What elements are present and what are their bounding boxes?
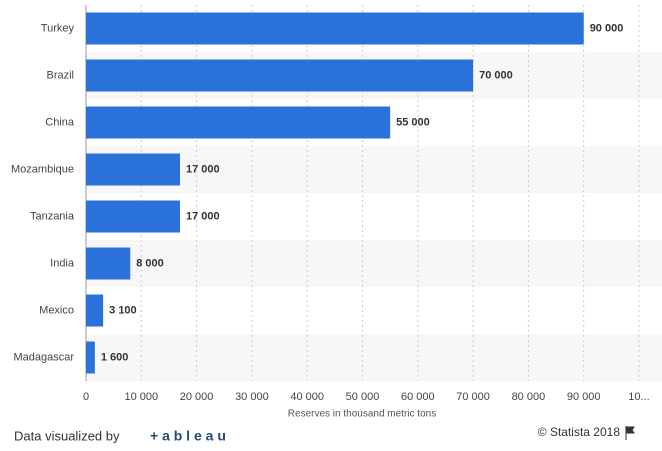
bar <box>86 294 104 327</box>
bar <box>86 200 181 233</box>
bar <box>86 247 131 280</box>
y-tick-label: Mexico <box>39 304 74 316</box>
bar <box>86 341 95 374</box>
x-tick-label: 20 000 <box>180 391 214 403</box>
bar <box>86 59 474 92</box>
y-tick-label: Tanzania <box>30 210 75 222</box>
y-tick-label: Brazil <box>46 69 74 81</box>
data-label: 8 000 <box>136 257 164 269</box>
x-tick-label: 90 000 <box>567 391 601 403</box>
source[interactable]: © Statista 2018 <box>538 425 621 439</box>
y-tick-label: Madagascar <box>13 351 74 363</box>
x-tick-label: 10... <box>628 391 649 403</box>
row-stripe <box>86 240 662 287</box>
flag-icon <box>625 426 635 440</box>
x-axis-label: Reserves in thousand metric tons <box>288 409 436 420</box>
row-stripe <box>86 334 662 381</box>
y-tick-label: Mozambique <box>11 163 74 175</box>
y-tick-label: China <box>45 116 75 128</box>
data-label: 3 100 <box>109 304 137 316</box>
x-tick-label: 40 000 <box>290 391 324 403</box>
row-stripe <box>86 146 662 193</box>
bar <box>86 153 181 186</box>
data-label: 70 000 <box>479 69 513 81</box>
data-label: 17 000 <box>186 163 220 175</box>
y-tick-label: Turkey <box>41 22 75 34</box>
x-tick-label: 0 <box>83 391 89 403</box>
data-label: 17 000 <box>186 210 220 222</box>
data-label: 90 000 <box>590 22 624 34</box>
data-label: 1 600 <box>101 351 129 363</box>
x-tick-label: 50 000 <box>346 391 380 403</box>
x-tick-label: 60 000 <box>401 391 435 403</box>
y-tick-label: India <box>50 257 75 269</box>
bar <box>86 12 584 45</box>
x-tick-label: 10 000 <box>124 391 158 403</box>
x-tick-label: 30 000 <box>235 391 269 403</box>
x-tick-label: 80 000 <box>512 391 546 403</box>
x-tick-label: 70 000 <box>456 391 490 403</box>
data-label: 55 000 <box>396 116 430 128</box>
tableau-logo[interactable]: + a b l e a u <box>150 428 226 444</box>
credit: Data visualized by <box>14 428 120 443</box>
bar <box>86 106 391 139</box>
